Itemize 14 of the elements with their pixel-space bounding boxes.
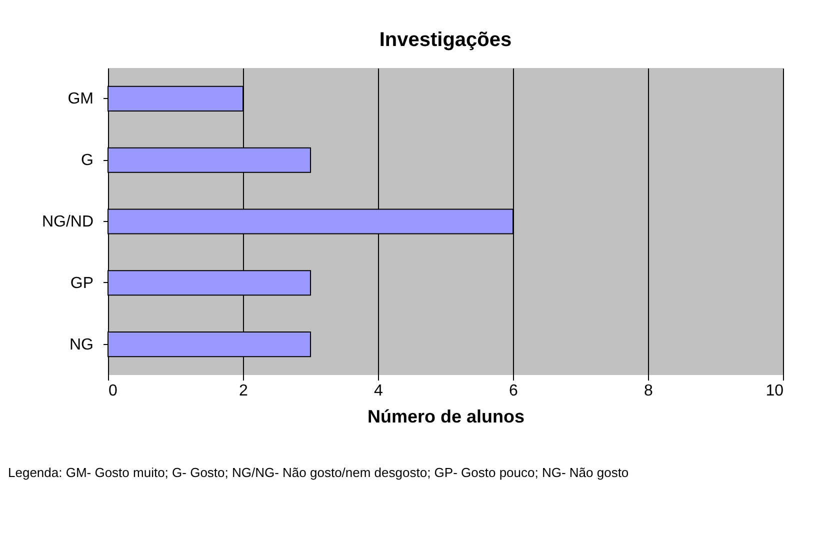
y-tick-label: NG [70,336,94,354]
x-tick-label: 8 [644,382,654,400]
text: Legenda: GM- Gosto muito; G- Gosto; NG/NG- Não gosto/nem desgosto; GP- Gosto pouco; NG- Não gosto [8,465,629,480]
x-tick-label: 6 [509,382,518,400]
y-tick-label: GM [68,90,94,108]
x-tick-label: 2 [239,382,248,400]
y-tick-label: GP [70,274,94,292]
y-tick-label: NG/ND [42,214,94,230]
x-axis-title: Número de alunos [367,406,525,426]
x-tick-label: 10 [766,382,784,400]
x-tick-label: 4 [374,382,384,400]
x-tick-label: 0 [108,382,118,400]
y-tick-label: G [81,152,94,170]
chart-title: Investigações [379,29,512,51]
